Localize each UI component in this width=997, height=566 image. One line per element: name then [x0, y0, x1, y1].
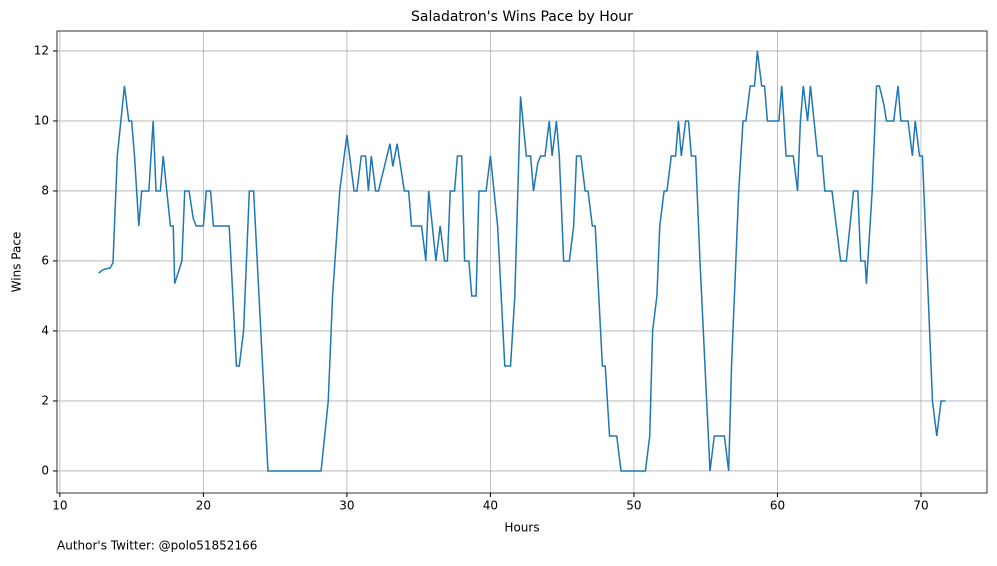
- data-line: [98, 50, 946, 472]
- x-tick-label: 30: [339, 499, 354, 513]
- note: Author's Twitter: @polo51852166: [57, 539, 257, 553]
- chart-title: Saladatron's Wins Pace by Hour: [411, 9, 633, 25]
- y-tick-label: 8: [41, 183, 49, 197]
- x-tick-label: 60: [770, 499, 785, 513]
- x-axis-label: Hours: [504, 521, 539, 535]
- y-tick-label: 0: [41, 463, 49, 477]
- y-tick-label: 2: [41, 393, 49, 407]
- y-axis-label: Wins Pace: [10, 232, 24, 293]
- plot-frame: [56, 30, 988, 494]
- y-tick-label: 6: [41, 253, 49, 267]
- x-tick-label: 40: [483, 499, 498, 513]
- x-tick-label: 10: [52, 499, 67, 513]
- y-tick-label: 10: [34, 113, 49, 127]
- y-tick-label: 12: [34, 43, 49, 57]
- x-tick-label: 50: [626, 499, 641, 513]
- y-tick-label: 4: [41, 323, 49, 337]
- x-tick-label: 70: [913, 499, 928, 513]
- x-tick-label: 20: [196, 499, 211, 513]
